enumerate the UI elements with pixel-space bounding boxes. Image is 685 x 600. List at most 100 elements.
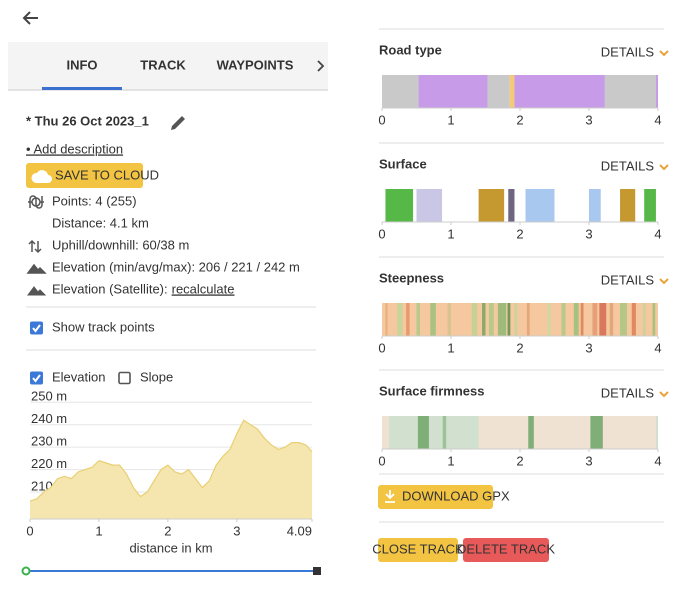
download-button-label[interactable]: DOWNLOAD GPX xyxy=(402,488,510,503)
details-toggle[interactable]: DETAILS xyxy=(601,272,655,287)
strip-segment xyxy=(507,303,511,336)
strip-segment xyxy=(514,75,605,108)
strip-segment xyxy=(417,416,429,449)
strip-segment xyxy=(599,303,607,336)
strip-segment xyxy=(388,416,479,449)
strip-segment xyxy=(526,303,530,336)
close-button-label[interactable]: CLOSE TRACK xyxy=(372,541,464,556)
strip-segment xyxy=(589,189,601,222)
show-track-points-checkbox-tick xyxy=(32,324,41,333)
x-tick-label: 0 xyxy=(378,112,385,127)
strip-segment xyxy=(528,416,534,449)
tab-scroll[interactable] xyxy=(317,60,325,72)
strip-segment xyxy=(652,303,656,336)
strip-segment xyxy=(478,189,505,222)
recalculate-link[interactable]: recalculate xyxy=(172,281,235,296)
strip-segment xyxy=(416,303,420,336)
save-button[interactable] xyxy=(26,163,143,188)
strip-segment xyxy=(442,416,447,449)
x-tick-label: 3 xyxy=(585,226,592,241)
x-tick-label: 0 xyxy=(378,226,385,241)
x-tick-label: 3 xyxy=(585,453,592,468)
strip-segment xyxy=(497,303,507,336)
slider-start[interactable] xyxy=(21,566,31,576)
chart-toggle[interactable] xyxy=(118,371,131,385)
edit-icon[interactable] xyxy=(171,116,185,130)
tab[interactable]: WAYPOINTS xyxy=(217,57,294,72)
x-tick-label: 1 xyxy=(95,523,102,538)
strip-segment xyxy=(573,303,579,336)
x-tick-label: 2 xyxy=(164,523,171,538)
strip-segment xyxy=(488,303,494,336)
x-tick-label: 3 xyxy=(585,112,592,127)
x-tick-label: 4 xyxy=(654,112,661,127)
delete-button[interactable] xyxy=(463,538,549,562)
slider-end[interactable] xyxy=(313,567,321,575)
back-arrow[interactable] xyxy=(22,11,38,25)
strip-segment xyxy=(482,303,486,336)
strip-segment xyxy=(430,303,436,336)
show-track-points-label[interactable]: Show track points xyxy=(52,319,155,334)
strip-segment xyxy=(644,189,656,222)
x-tick-label: 3 xyxy=(233,523,240,538)
stat-row: Elevation (min/avg/max): 206 / 221 / 242… xyxy=(52,259,300,274)
section-title: Road type xyxy=(379,42,442,57)
elevation-area xyxy=(30,420,312,519)
stat-row: Points: 4 (255) xyxy=(52,193,137,208)
strip-segment xyxy=(382,75,419,108)
strip-segment xyxy=(547,303,552,336)
strip-segment xyxy=(592,303,598,336)
strip-segment xyxy=(620,189,636,222)
details-toggle[interactable]: DETAILS xyxy=(601,158,655,173)
details-chevron[interactable] xyxy=(659,50,669,57)
x-tick-label: 4 xyxy=(654,453,661,468)
tab[interactable]: INFO xyxy=(66,57,97,72)
details-chevron[interactable] xyxy=(659,391,669,398)
strip-segment xyxy=(487,75,510,108)
y-tick-label: 220 m xyxy=(31,456,67,471)
chart-toggle-label[interactable]: Slope xyxy=(140,369,173,384)
x-tick-label: 2 xyxy=(516,453,523,468)
tab-bar xyxy=(8,42,328,90)
x-tick-label: 2 xyxy=(516,340,523,355)
strip-segment xyxy=(604,75,656,108)
strip-segment xyxy=(580,303,584,336)
strip-segment xyxy=(609,303,614,336)
stat-row: Uphill/downhill: 60/38 m xyxy=(52,237,189,252)
x-tick-label: 2 xyxy=(516,112,523,127)
strip-segment xyxy=(590,416,603,449)
add-description[interactable]: • Add description xyxy=(26,141,123,156)
section-title: Surface xyxy=(379,156,427,171)
details-chevron[interactable] xyxy=(659,164,669,171)
strip-segment xyxy=(406,303,410,336)
chart-toggle-label[interactable]: Elevation xyxy=(52,369,105,384)
x-axis-label: distance in km xyxy=(129,540,212,555)
close-button[interactable] xyxy=(378,538,458,562)
x-tick-label: 4 xyxy=(654,226,661,241)
details-toggle[interactable]: DETAILS xyxy=(601,385,655,400)
strip-segment xyxy=(631,303,636,336)
tab-indicator xyxy=(42,87,122,90)
download-button[interactable] xyxy=(378,485,493,509)
save-button-label[interactable]: SAVE TO CLOUD xyxy=(55,167,159,182)
strip-segment xyxy=(514,303,518,336)
strip-segment xyxy=(509,75,515,108)
x-tick-label: 0 xyxy=(378,340,385,355)
details-toggle[interactable]: DETAILS xyxy=(601,44,655,59)
stat-icon xyxy=(27,286,47,296)
x-tick-label: 0 xyxy=(378,453,385,468)
strip-segment xyxy=(447,303,451,336)
y-tick-label: 240 m xyxy=(31,411,67,426)
stat-icon xyxy=(28,239,42,254)
tab[interactable]: TRACK xyxy=(140,57,186,72)
strip-segment xyxy=(471,303,478,336)
section-title: Steepness xyxy=(379,270,444,285)
stat-icon xyxy=(29,195,43,209)
delete-button-label[interactable]: DELETE TRACK xyxy=(457,541,555,556)
cloud-icon xyxy=(31,170,52,183)
details-chevron[interactable] xyxy=(659,278,669,285)
strip-segment xyxy=(508,189,515,222)
x-tick-label: 3 xyxy=(585,340,592,355)
stat-icon xyxy=(26,263,47,274)
